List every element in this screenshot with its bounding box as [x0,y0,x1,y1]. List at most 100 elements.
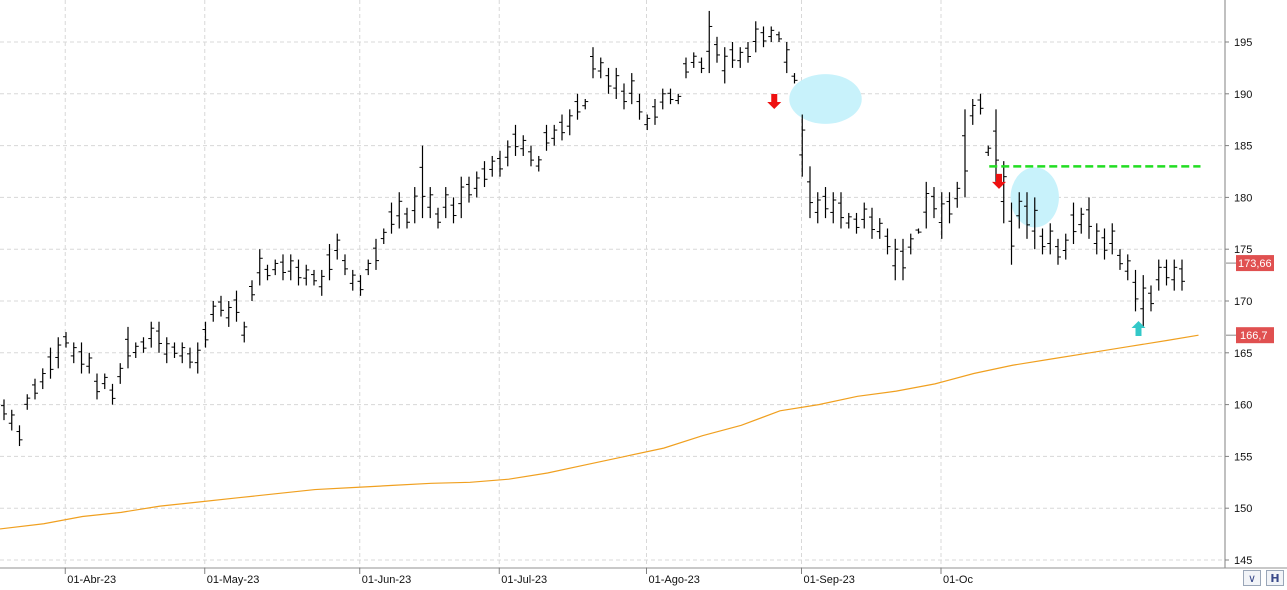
ohlc-bar [551,124,558,146]
y-tick-label: 145 [1234,555,1252,567]
ohlc-bar [16,425,23,447]
ohlc-bar [814,192,821,224]
ohlc-bar [900,238,906,281]
ohlc-bar [915,228,922,234]
x-axis-strip [0,568,1287,590]
y-tick-label: 155 [1234,451,1252,463]
ohlc-bar [109,383,116,405]
x-tick-label: 01-Jul-23 [501,574,547,586]
ohlc-bar [233,290,240,322]
ohlc-bar [349,269,356,291]
ohlc-bar [791,73,798,84]
ohlc-bar [466,176,472,203]
ohlc-bar [280,254,286,281]
ohlc-bar [938,192,945,239]
ohlc-bar [24,394,31,410]
ohlc-bar [698,57,705,74]
ohlc-bar [1117,249,1123,270]
ohlc-bar [729,42,736,68]
ohlc-bar [1055,238,1061,265]
ohlc-bar [985,145,992,156]
ohlc-bar [954,181,961,208]
ohlc-bar [636,93,643,120]
save-button[interactable]: H [1266,570,1284,586]
ohlc-bar [489,155,496,177]
ohlc-bar [512,124,519,156]
ohlc-bar [1109,223,1116,255]
ohlc-bar [830,192,837,224]
ohlc-bar [241,321,248,343]
ohlc-bar [1047,223,1054,255]
ohlc-bar [396,192,403,229]
ohlc-bar [962,109,968,198]
ohlc-bar [32,378,38,400]
ohlc-bar [1140,275,1147,327]
ohlc-bar [125,326,131,369]
ohlc-bar [435,207,441,229]
y-tick-label: 165 [1234,348,1252,360]
ohlc-bar [876,218,883,239]
collapse-chevron-button[interactable]: ∨ [1243,570,1261,586]
ohlc-bar [574,93,581,120]
ohlc-bar [47,347,54,379]
ohlc-bar [946,192,953,224]
ohlc-bar [590,47,596,79]
ohlc-bar [140,337,147,353]
last-price-box [1236,255,1274,272]
ohlc-bar [776,31,782,42]
ohlc-bar [807,166,813,219]
ohlc-bar [1093,223,1100,255]
down-arrow-icon [767,94,782,110]
annotations [767,94,1201,336]
ohlc-bar [1171,259,1178,291]
ohlc-bar [1132,269,1139,312]
ohlc-bar [473,171,480,198]
ohlc-bar [706,10,713,74]
ohlc-bar [187,347,193,369]
ohlc-bar [311,269,317,286]
ohlc-bar [1163,259,1170,286]
ohlc-bar [1086,197,1092,239]
ohlc-bar [272,259,279,276]
ohlc-bar [1024,192,1030,239]
ohlc-bar [342,254,348,276]
ohlc-bar [318,269,325,296]
ohlc-bar [450,197,457,224]
ohlc-bar [202,321,209,348]
ohlc-bar [1070,202,1077,245]
ohlc-bar [411,187,418,224]
y-tick-label: 180 [1234,192,1252,204]
ohlc-bar [838,192,844,229]
ma-value-label: 166,7 [1240,330,1268,342]
ohlc-bar [194,342,201,374]
ohlc-bar [481,161,488,188]
y-tick-label: 175 [1234,244,1252,256]
ohlc-bar [156,321,162,353]
ohlc-bar [419,145,426,219]
y-tick-label: 170 [1234,296,1252,308]
ohlc-bar [1179,259,1185,291]
ohlc-bar [458,176,465,219]
ohlc-bar [334,233,341,260]
ohlc-bar [1078,207,1085,234]
ohlc-bar [373,238,379,270]
moving-average-line [0,334,1199,530]
ohlc-bar [760,26,767,48]
ohlc-bar [357,275,364,296]
ohlc-bar [256,249,263,286]
ohlc-bar [690,52,697,68]
ohlc-bar [1031,197,1038,250]
ohlc-bar [132,342,139,358]
ohlc-bar [977,93,984,115]
ohlc-bar [822,187,829,219]
highlight-ellipses [789,74,1059,228]
ohlc-bar [287,254,294,281]
ohlc-bar [737,47,744,68]
ohlc-bar [1000,161,1007,224]
ohlc-bar [497,150,503,177]
ohlc-bar [388,202,395,234]
ohlc-bar [179,342,186,364]
ohlc-bar [326,244,333,281]
